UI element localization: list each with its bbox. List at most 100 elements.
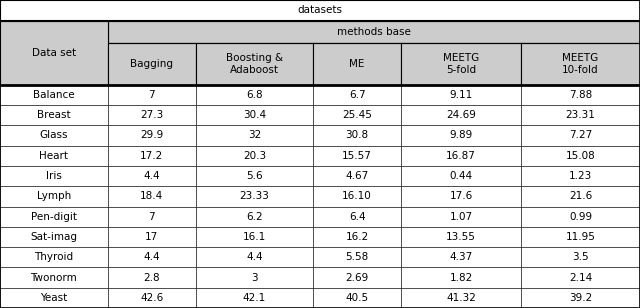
Text: Data set: Data set (32, 48, 76, 58)
Text: 7: 7 (148, 212, 155, 222)
Bar (108, 247, 196, 267)
Text: Thyroid: Thyroid (34, 252, 74, 262)
Text: 9.11: 9.11 (449, 90, 473, 100)
Text: Yeast: Yeast (40, 293, 67, 303)
Text: 18.4: 18.4 (140, 191, 163, 201)
Bar (313, 227, 401, 247)
Bar (196, 227, 313, 247)
Bar (521, 146, 640, 166)
Bar (0, 186, 108, 206)
Text: ME: ME (349, 59, 365, 69)
Bar (0, 105, 108, 125)
Text: 16.1: 16.1 (243, 232, 266, 242)
Bar (108, 227, 196, 247)
Bar (401, 166, 521, 186)
Bar (313, 85, 401, 105)
Bar (0, 0, 640, 21)
Bar (108, 206, 196, 227)
Text: Bagging: Bagging (130, 59, 173, 69)
Text: 17.6: 17.6 (449, 191, 473, 201)
Text: 6.8: 6.8 (246, 90, 262, 100)
Text: 7.27: 7.27 (569, 131, 592, 140)
Text: 17: 17 (145, 232, 158, 242)
Text: 30.4: 30.4 (243, 110, 266, 120)
Text: 4.37: 4.37 (449, 252, 473, 262)
Bar (401, 267, 521, 288)
Text: 39.2: 39.2 (569, 293, 592, 303)
Text: 4.4: 4.4 (246, 252, 262, 262)
Bar (0, 125, 108, 146)
Text: 1.07: 1.07 (449, 212, 473, 222)
Bar (401, 247, 521, 267)
Text: 42.6: 42.6 (140, 293, 163, 303)
Bar (401, 105, 521, 125)
Text: 2.8: 2.8 (143, 273, 160, 282)
Bar (313, 125, 401, 146)
Text: 27.3: 27.3 (140, 110, 163, 120)
Bar (108, 125, 196, 146)
Text: 20.3: 20.3 (243, 151, 266, 161)
Bar (401, 206, 521, 227)
Text: Lymph: Lymph (36, 191, 71, 201)
Bar (196, 146, 313, 166)
Bar (108, 267, 196, 288)
Bar (401, 85, 521, 105)
Bar (196, 247, 313, 267)
Text: 23.31: 23.31 (566, 110, 595, 120)
Bar (521, 247, 640, 267)
Bar (313, 166, 401, 186)
Text: 23.33: 23.33 (239, 191, 269, 201)
Bar (0, 227, 108, 247)
Bar (196, 267, 313, 288)
Text: 6.4: 6.4 (349, 212, 365, 222)
Bar (401, 146, 521, 166)
Bar (313, 288, 401, 308)
Text: 29.9: 29.9 (140, 131, 163, 140)
Bar (313, 206, 401, 227)
Text: 5.58: 5.58 (346, 252, 369, 262)
Text: Iris: Iris (46, 171, 61, 181)
Bar (0, 288, 108, 308)
Bar (108, 105, 196, 125)
Text: datasets: datasets (298, 6, 342, 15)
Text: 0.44: 0.44 (449, 171, 473, 181)
Text: 4.4: 4.4 (143, 171, 160, 181)
Text: 0.99: 0.99 (569, 212, 592, 222)
Text: 32: 32 (248, 131, 261, 140)
Text: 6.2: 6.2 (246, 212, 262, 222)
Text: Glass: Glass (40, 131, 68, 140)
Bar (521, 85, 640, 105)
Text: 16.2: 16.2 (346, 232, 369, 242)
Bar (0, 85, 108, 105)
Bar (196, 166, 313, 186)
Text: 15.57: 15.57 (342, 151, 372, 161)
Text: 3.5: 3.5 (572, 252, 589, 262)
Text: methods base: methods base (337, 27, 411, 37)
Bar (0, 206, 108, 227)
Text: 1.23: 1.23 (569, 171, 592, 181)
Text: 5.6: 5.6 (246, 171, 262, 181)
Text: 7.88: 7.88 (569, 90, 592, 100)
Text: 16.87: 16.87 (446, 151, 476, 161)
Bar (521, 125, 640, 146)
Bar (108, 21, 640, 43)
Bar (521, 227, 640, 247)
Text: 17.2: 17.2 (140, 151, 163, 161)
Text: 4.67: 4.67 (346, 171, 369, 181)
Bar (108, 146, 196, 166)
Bar (108, 288, 196, 308)
Bar (196, 288, 313, 308)
Text: 3: 3 (251, 273, 258, 282)
Bar (313, 247, 401, 267)
Bar (196, 186, 313, 206)
Bar (0, 146, 108, 166)
Text: MEETG
10-fold: MEETG 10-fold (562, 53, 599, 75)
Text: Heart: Heart (39, 151, 68, 161)
Text: 2.14: 2.14 (569, 273, 592, 282)
Bar (108, 85, 196, 105)
Bar (108, 166, 196, 186)
Bar (521, 186, 640, 206)
Bar (521, 166, 640, 186)
Text: 16.10: 16.10 (342, 191, 372, 201)
Bar (401, 186, 521, 206)
